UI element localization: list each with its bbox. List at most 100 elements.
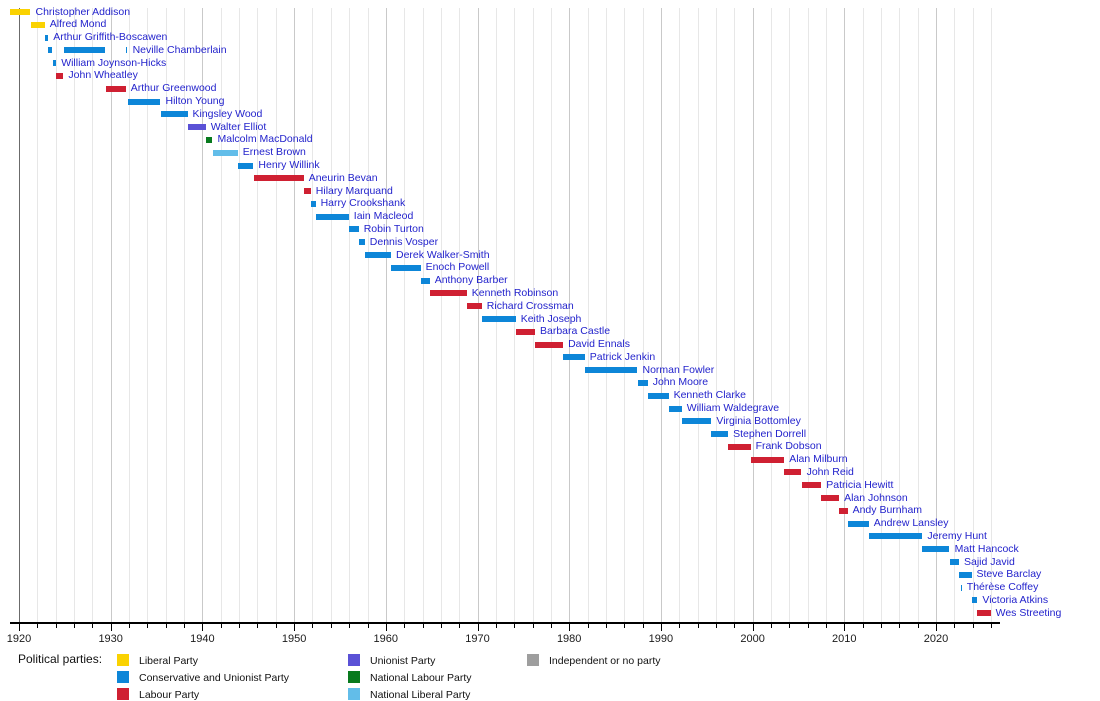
person-label[interactable]: William Joynson-Hicks (61, 56, 167, 69)
person-label[interactable]: David Ennals (568, 338, 630, 350)
term-bar[interactable] (52, 60, 57, 67)
person-label[interactable]: Stephen Dorrell (733, 427, 807, 440)
person-label[interactable]: Harry Crookshank (320, 197, 406, 210)
term-bar[interactable] (839, 507, 848, 514)
term-bar[interactable] (868, 533, 923, 540)
term-bar[interactable] (187, 124, 206, 131)
person-label[interactable]: Thérèse Coffey (966, 581, 1039, 593)
person-label[interactable]: Neville Chamberlain (132, 43, 227, 56)
person-label[interactable]: Andrew Lansley (873, 517, 949, 530)
term-bar[interactable] (971, 597, 978, 604)
person-label[interactable]: Hilary Marquand (315, 184, 393, 197)
term-bar[interactable] (310, 200, 316, 207)
term-bar[interactable] (535, 341, 564, 348)
term-bar[interactable] (44, 34, 49, 41)
person-label[interactable]: Matt Hancock (954, 542, 1019, 555)
person-label[interactable]: Aneurin Bevan (308, 171, 378, 184)
term-bar[interactable] (949, 559, 959, 565)
term-bar[interactable] (160, 111, 188, 118)
person-label[interactable]: Ernest Brown (242, 146, 306, 159)
person-label[interactable]: Robin Turton (363, 222, 424, 235)
term-bar[interactable] (750, 456, 785, 463)
person-label[interactable]: Enoch Powell (425, 261, 490, 274)
person-label[interactable]: Henry Willink (258, 159, 320, 171)
person-label[interactable]: John Wheatley (68, 69, 138, 82)
person-label[interactable]: Patrick Jenkin (589, 350, 656, 363)
person-label[interactable]: Wes Streeting (995, 606, 1062, 619)
person-label[interactable]: Kenneth Robinson (471, 286, 559, 299)
person-label[interactable]: Iain Macleod (353, 210, 414, 223)
term-bar[interactable] (212, 149, 238, 156)
term-bar[interactable] (668, 405, 682, 412)
person-label[interactable]: John Reid (806, 465, 854, 478)
term-bar[interactable] (959, 571, 972, 578)
person-label[interactable]: Alfred Mond (49, 18, 107, 31)
term-bar[interactable] (711, 431, 729, 438)
person-label[interactable]: Christopher Addison (35, 5, 131, 18)
person-label[interactable]: Andy Burnham (852, 504, 923, 517)
person-label[interactable]: Barbara Castle (540, 325, 611, 338)
person-label[interactable]: Arthur Griffith-Boscawen (53, 31, 168, 44)
person-label[interactable]: Virginia Bottomley (716, 414, 801, 427)
term-bar[interactable] (515, 328, 535, 335)
term-bar[interactable] (105, 85, 126, 92)
person-label[interactable]: Norman Fowler (642, 363, 715, 376)
legend-label-unionist: Unionist Party (370, 655, 436, 667)
term-bar[interactable] (821, 495, 840, 501)
term-bar[interactable] (801, 482, 822, 489)
person-label[interactable]: Kenneth Clarke (673, 389, 746, 402)
term-bar[interactable] (364, 252, 391, 258)
term-bar[interactable] (237, 162, 254, 169)
term-bar[interactable] (205, 136, 213, 143)
person-label[interactable]: Jeremy Hunt (927, 529, 987, 542)
person-label[interactable]: John Moore (652, 376, 709, 389)
person-label[interactable]: Steve Barclay (976, 568, 1042, 581)
person-label[interactable]: Richard Crossman (486, 299, 574, 312)
term-bar[interactable] (681, 418, 712, 425)
term-bar[interactable] (647, 392, 669, 399)
term-bar[interactable] (784, 469, 802, 476)
term-bar[interactable] (637, 379, 648, 386)
term-bar[interactable] (253, 175, 304, 182)
term-bar[interactable] (56, 72, 64, 79)
person-label[interactable]: Patricia Hewitt (826, 478, 894, 491)
person-label[interactable]: Malcolm MacDonald (217, 133, 313, 146)
term-bar[interactable] (429, 290, 467, 297)
person-label[interactable]: William Waldegrave (686, 402, 780, 414)
person-label[interactable]: Hilton Young (165, 95, 225, 107)
person-label[interactable]: Victoria Atkins (982, 593, 1049, 606)
person-label[interactable]: Keith Joseph (520, 312, 582, 325)
term-bar[interactable] (977, 610, 991, 617)
person-label[interactable]: Dennis Vosper (369, 235, 439, 248)
term-bar[interactable] (315, 213, 349, 220)
person-label[interactable]: Kingsley Wood (192, 107, 263, 120)
person-label[interactable]: Derek Walker-Smith (396, 248, 490, 261)
term-bar[interactable] (125, 47, 128, 54)
term-bar[interactable] (466, 303, 482, 310)
term-bar[interactable] (420, 277, 430, 284)
term-bar[interactable] (584, 367, 638, 374)
term-bar[interactable] (728, 443, 751, 450)
term-bar[interactable] (481, 316, 516, 322)
term-bar[interactable] (127, 98, 161, 105)
term-bar[interactable] (303, 188, 311, 195)
term-bar[interactable] (847, 520, 869, 527)
term-bar[interactable] (10, 9, 31, 15)
axis-tick-label-1920: 1920 (6, 633, 32, 645)
term-bar[interactable] (922, 546, 950, 553)
term-bar[interactable] (30, 21, 45, 28)
term-bar[interactable] (63, 47, 106, 54)
person-label[interactable]: Sajid Javid (964, 555, 1015, 568)
person-label[interactable]: Frank Dobson (755, 440, 822, 453)
term-bar[interactable] (563, 354, 585, 361)
person-label[interactable]: Alan Milburn (789, 453, 848, 466)
term-bar[interactable] (348, 226, 359, 233)
person-label[interactable]: Arthur Greenwood (130, 82, 217, 95)
term-bar[interactable] (48, 47, 53, 54)
term-bar[interactable] (960, 584, 962, 591)
term-bar[interactable] (391, 264, 421, 271)
person-label[interactable]: Anthony Barber (434, 274, 508, 287)
person-label[interactable]: Walter Elliot (210, 120, 267, 133)
term-bar[interactable] (358, 239, 365, 246)
person-label[interactable]: Alan Johnson (844, 491, 908, 504)
